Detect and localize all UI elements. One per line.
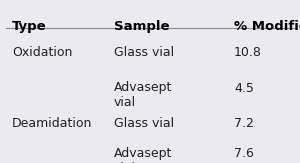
Text: Glass vial: Glass vial <box>114 117 174 130</box>
Text: 10.8: 10.8 <box>234 46 262 59</box>
Text: Advasept
vial: Advasept vial <box>114 147 172 163</box>
Text: % Modification: % Modification <box>234 20 300 33</box>
Text: Glass vial: Glass vial <box>114 46 174 59</box>
Text: Type: Type <box>12 20 46 33</box>
Text: 4.5: 4.5 <box>234 82 254 95</box>
Text: Oxidation: Oxidation <box>12 46 72 59</box>
Text: Advasept
vial: Advasept vial <box>114 82 172 110</box>
Text: 7.2: 7.2 <box>234 117 254 130</box>
Text: 7.6: 7.6 <box>234 147 254 160</box>
Text: Sample: Sample <box>114 20 170 33</box>
Text: Deamidation: Deamidation <box>12 117 92 130</box>
